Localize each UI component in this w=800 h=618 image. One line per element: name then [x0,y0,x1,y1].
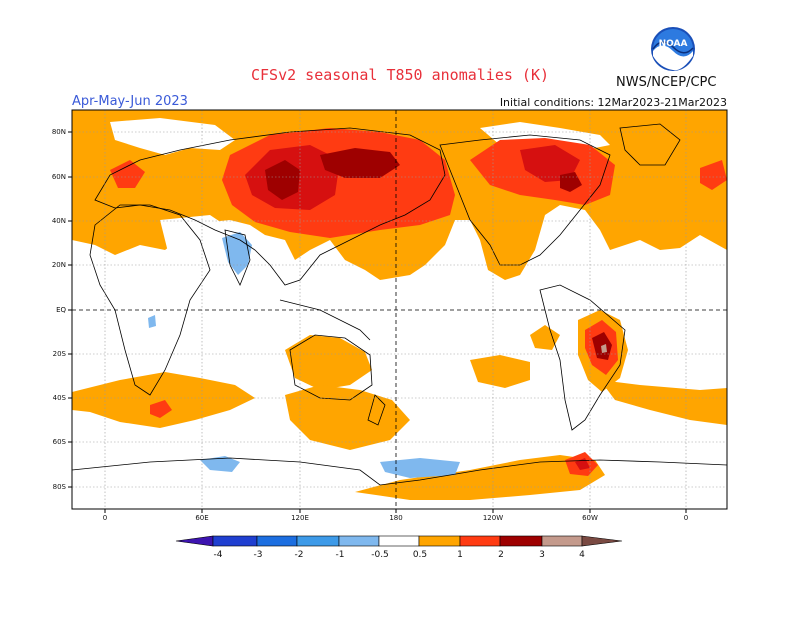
colorbar-arrow-right [581,535,623,547]
colorbar [175,535,623,547]
lat-label: 60S [53,438,67,446]
map-title: CFSv2 seasonal T850 anomalies (K) [250,66,549,84]
colorbar-segment [378,535,420,547]
anomaly-field [72,110,727,509]
lon-label: 120E [291,514,309,522]
coastlines [72,123,727,486]
noaa-logo: NOAA [651,27,695,71]
lon-label: 180 [389,514,402,522]
colorbar-label: 2 [498,550,504,560]
colorbar-segment [541,535,583,547]
lat-label: 80S [53,483,67,491]
colorbar-arrow-left [175,535,214,547]
colorbar-segment [338,535,380,547]
colorbar-label: -4 [214,550,223,560]
colorbar-segment [212,535,258,547]
season-label: Apr-May-Jun 2023 [72,94,188,109]
organization-label: NWS/NCEP/CPC [616,75,717,90]
grid-lines [72,110,727,509]
lat-label: 40N [52,217,66,225]
colorbar-segment [296,535,340,547]
lat-label: 20S [53,350,67,358]
colorbar-label: -2 [295,550,304,560]
lat-label: 40S [53,394,67,402]
lat-label: 80N [52,128,66,136]
lat-label: EQ [56,306,66,314]
lon-label: 60W [582,514,598,522]
colorbar-segment [499,535,543,547]
colorbar-label: 1 [457,550,463,560]
colorbar-label: -3 [254,550,263,560]
colorbar-label: 4 [579,550,585,560]
colorbar-segment [459,535,501,547]
lon-label: 120W [483,514,503,522]
logo-text: NOAA [659,39,688,49]
colorbar-label: 3 [539,550,545,560]
initial-conditions-label: Initial conditions: 12Mar2023-21Mar2023 [499,96,727,109]
colorbar-label: 0.5 [413,550,427,560]
lat-label: 60N [52,173,66,181]
colorbar-segment [418,535,461,547]
colorbar-segment [256,535,298,547]
lon-label: 0 [684,514,688,522]
colorbar-label: -1 [336,550,345,560]
lat-label: 20N [52,261,66,269]
colorbar-label: -0.5 [371,550,389,560]
reference-lines [72,110,727,509]
lon-label: 60E [195,514,208,522]
lon-label: 0 [103,514,107,522]
